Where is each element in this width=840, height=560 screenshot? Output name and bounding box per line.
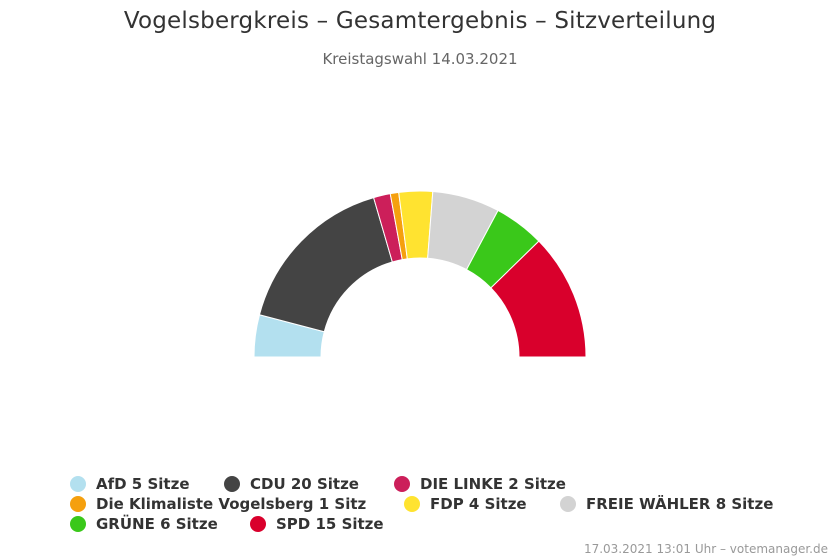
chart-title: Vogelsbergkreis – Gesamtergebnis – Sitzv… (123, 8, 717, 34)
legend-item[interactable]: DIE LINKE 2 Sitze (394, 474, 566, 494)
legend-item[interactable]: SPD 15 Sitze (250, 514, 384, 534)
legend-label: DIE LINKE 2 Sitze (420, 475, 566, 493)
legend-label: AfD 5 Sitze (96, 475, 190, 493)
legend-label: CDU 20 Sitze (250, 475, 359, 493)
legend-color-dot (70, 496, 86, 512)
legend-color-dot (250, 516, 266, 532)
legend-color-dot (394, 476, 410, 492)
credits[interactable]: 17.03.2021 13:01 Uhr – votemanager.de (583, 542, 828, 556)
legend-item[interactable]: CDU 20 Sitze (224, 474, 359, 494)
legend-item[interactable]: FDP 4 Sitze (404, 494, 527, 514)
legend-color-dot (224, 476, 240, 492)
legend-item[interactable]: GRÜNE 6 Sitze (70, 514, 218, 534)
legend-label: SPD 15 Sitze (276, 515, 384, 533)
legend-item[interactable]: Die Klimaliste Vogelsberg 1 Sitz (70, 494, 366, 514)
legend-label: Die Klimaliste Vogelsberg 1 Sitz (96, 495, 367, 513)
legend-label: FREIE WÄHLER 8 Sitze (586, 495, 774, 513)
legend-label: GRÜNE 6 Sitze (96, 515, 218, 533)
slice-spd[interactable] (490, 240, 587, 358)
legend-color-dot (560, 496, 576, 512)
legend-color-dot (70, 476, 86, 492)
legend-color-dot (70, 516, 86, 532)
legend-color-dot (404, 496, 420, 512)
legend-item[interactable]: FREIE WÄHLER 8 Sitze (560, 494, 773, 514)
legend-item[interactable]: AfD 5 Sitze (70, 474, 190, 494)
legend-label: FDP 4 Sitze (430, 495, 527, 513)
chart-subtitle: Kreistagswahl 14.03.2021 (322, 50, 518, 68)
slice-cdu[interactable] (258, 196, 393, 333)
